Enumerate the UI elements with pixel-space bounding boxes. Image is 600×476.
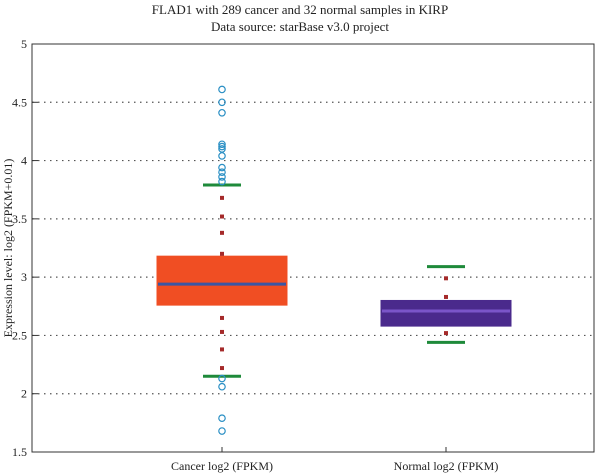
- data-point: [220, 366, 224, 371]
- outlier-point: [218, 173, 226, 181]
- chart-title: FLAD1 with 289 cancer and 32 normal samp…: [151, 2, 449, 17]
- outlier-point: [218, 140, 226, 149]
- data-point: [220, 347, 224, 352]
- y-tick-label: 2.5: [12, 328, 27, 342]
- data-point: [444, 331, 448, 336]
- data-point: [220, 214, 224, 219]
- y-tick-label: 2: [21, 387, 27, 401]
- outlier-point: [218, 177, 226, 186]
- data-point: [220, 315, 224, 320]
- x-tick-label: Cancer log2 (FPKM): [171, 459, 273, 473]
- data-point: [444, 276, 448, 281]
- box-1: [156, 85, 288, 435]
- plot-frame: [31, 43, 595, 453]
- outlier-point: [218, 163, 226, 172]
- y-tick-label: 4: [21, 154, 27, 168]
- outlier-point: [218, 382, 226, 391]
- y-axis-label: Expression level: log2 (FPKM+0.01): [1, 159, 15, 338]
- data-point: [444, 294, 448, 299]
- data-point: [220, 251, 224, 256]
- outlier-point: [218, 142, 226, 151]
- data-point: [220, 230, 224, 235]
- chart-subtitle: Data source: starBase v3.0 project: [211, 19, 389, 34]
- outlier-point: [218, 98, 226, 107]
- box-2: [380, 265, 512, 344]
- box-iqr: [380, 299, 512, 327]
- outlier-point: [218, 414, 226, 422]
- y-tick-label: 3.5: [12, 212, 27, 226]
- x-tick-label: Normal log2 (FPKM): [394, 459, 499, 473]
- y-tick-label: 5: [21, 37, 27, 51]
- outlier-point: [218, 374, 226, 383]
- data-point: [220, 195, 224, 200]
- outlier-point: [218, 168, 226, 177]
- outlier-point: [218, 85, 226, 94]
- data-point: [220, 329, 224, 334]
- outlier-point: [218, 152, 226, 160]
- outlier-point: [218, 108, 226, 117]
- box-iqr: [156, 255, 288, 306]
- y-tick-label: 1.5: [12, 445, 27, 459]
- outlier-point: [218, 427, 226, 435]
- y-tick-label: 4.5: [12, 95, 27, 109]
- y-tick-label: 3: [21, 270, 27, 284]
